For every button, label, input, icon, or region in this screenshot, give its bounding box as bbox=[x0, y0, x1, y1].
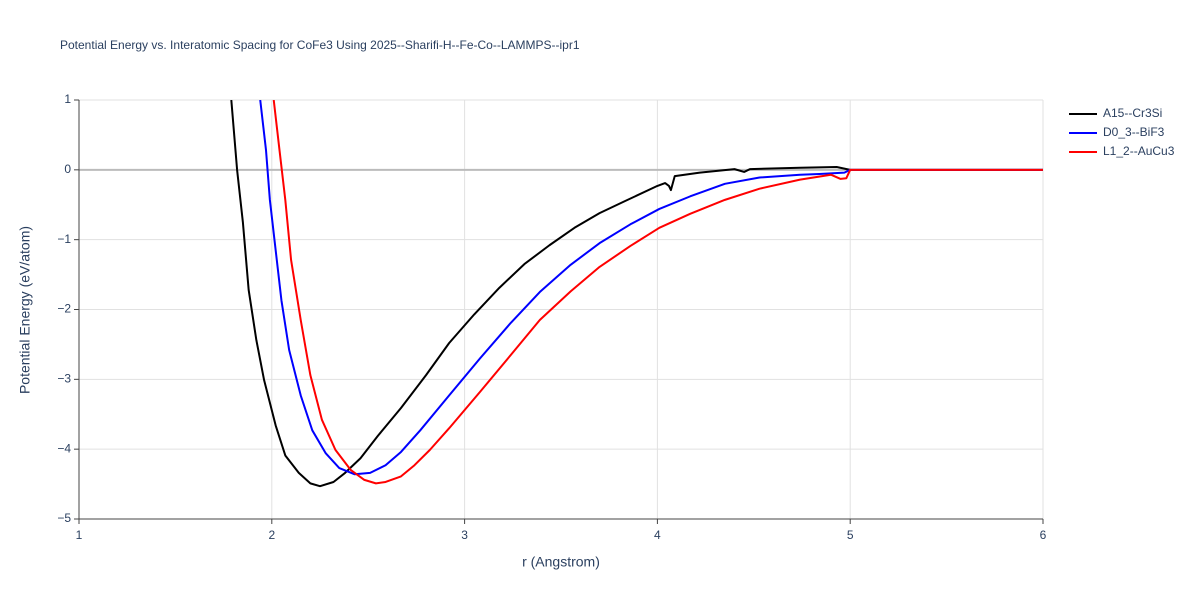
plot-area bbox=[230, 100, 1043, 488]
y-tick-label: −1 bbox=[57, 232, 71, 246]
x-tick-label: 1 bbox=[76, 528, 83, 542]
y-tick-label: −4 bbox=[57, 441, 71, 455]
y-tick-label: −2 bbox=[57, 302, 71, 316]
line-series bbox=[272, 100, 1043, 485]
line-series bbox=[230, 100, 1043, 488]
chart-title: Potential Energy vs. Interatomic Spacing… bbox=[60, 38, 580, 52]
y-axis-title: Potential Energy (eV/atom) bbox=[17, 226, 33, 394]
x-tick-label: 2 bbox=[268, 528, 275, 542]
x-tick-label: 4 bbox=[654, 528, 661, 542]
x-tick-label: 6 bbox=[1040, 528, 1047, 542]
legend-label: L1_2--AuCu3 bbox=[1103, 144, 1175, 158]
y-tick-label: −3 bbox=[57, 372, 71, 386]
x-tick-label: 3 bbox=[461, 528, 468, 542]
x-axis-title: r (Angstrom) bbox=[522, 554, 600, 570]
y-tick-label: 1 bbox=[64, 92, 71, 106]
y-tick-label: −5 bbox=[57, 511, 71, 525]
line-series bbox=[259, 100, 1043, 476]
y-tick-label: 0 bbox=[64, 162, 71, 176]
legend-label: D0_3--BiF3 bbox=[1103, 125, 1165, 139]
legend-label: A15--Cr3Si bbox=[1103, 106, 1162, 120]
x-tick-label: 5 bbox=[847, 528, 854, 542]
